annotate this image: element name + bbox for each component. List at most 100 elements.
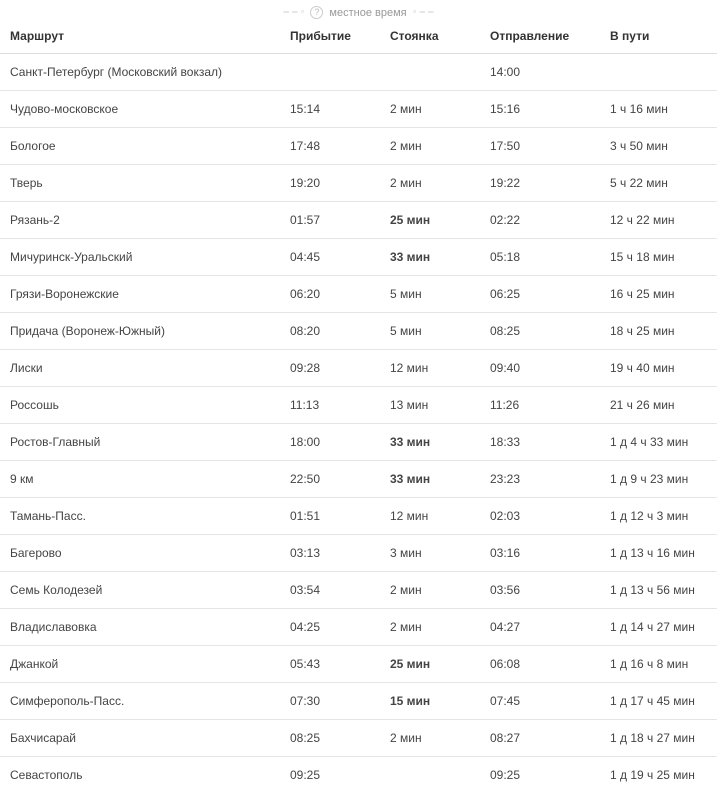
cell-journey: 3 ч 50 мин: [600, 128, 717, 165]
cell-stop: 25 мин: [380, 646, 480, 683]
cell-stop: 2 мин: [380, 91, 480, 128]
cell-arrival: 15:14: [280, 91, 380, 128]
table-row: Мичуринск-Уральский04:4533 мин05:1815 ч …: [0, 239, 717, 276]
cell-station: Санкт-Петербург (Московский вокзал): [0, 54, 280, 91]
header-journey: В пути: [600, 21, 717, 54]
cell-stop: 2 мин: [380, 609, 480, 646]
cell-departure: 15:16: [480, 91, 600, 128]
cell-journey: 1 д 9 ч 23 мин: [600, 461, 717, 498]
header-arrival: Прибытие: [280, 21, 380, 54]
header-stop: Стоянка: [380, 21, 480, 54]
cell-journey: 1 ч 16 мин: [600, 91, 717, 128]
table-row: Тамань-Пасс.01:5112 мин02:031 д 12 ч 3 м…: [0, 498, 717, 535]
cell-departure: 08:25: [480, 313, 600, 350]
cell-journey: 1 д 17 ч 45 мин: [600, 683, 717, 720]
cell-station: Рязань-2: [0, 202, 280, 239]
cell-station: Чудово-московское: [0, 91, 280, 128]
table-row: Тверь19:202 мин19:225 ч 22 мин: [0, 165, 717, 202]
cell-departure: 14:00: [480, 54, 600, 91]
cell-arrival: [280, 54, 380, 91]
cell-arrival: 08:20: [280, 313, 380, 350]
cell-station: Грязи-Воронежские: [0, 276, 280, 313]
header-route: Маршрут: [0, 21, 280, 54]
cell-stop: [380, 54, 480, 91]
cell-stop: 12 мин: [380, 498, 480, 535]
cell-departure: 06:08: [480, 646, 600, 683]
cell-stop: 2 мин: [380, 720, 480, 757]
table-row: Придача (Воронеж-Южный)08:205 мин08:2518…: [0, 313, 717, 350]
cell-station: Тверь: [0, 165, 280, 202]
cell-stop: 3 мин: [380, 535, 480, 572]
cell-station: Багерово: [0, 535, 280, 572]
cell-arrival: 07:30: [280, 683, 380, 720]
table-row: Симферополь-Пасс.07:3015 мин07:451 д 17 …: [0, 683, 717, 720]
cell-journey: [600, 54, 717, 91]
cell-journey: 1 д 13 ч 16 мин: [600, 535, 717, 572]
help-icon: ?: [310, 6, 323, 19]
cell-departure: 02:22: [480, 202, 600, 239]
cell-station: Владиславовка: [0, 609, 280, 646]
schedule-table: Маршрут Прибытие Стоянка Отправление В п…: [0, 21, 717, 793]
cell-journey: 1 д 13 ч 56 мин: [600, 572, 717, 609]
cell-journey: 1 д 14 ч 27 мин: [600, 609, 717, 646]
cell-journey: 19 ч 40 мин: [600, 350, 717, 387]
table-row: Лиски09:2812 мин09:4019 ч 40 мин: [0, 350, 717, 387]
cell-arrival: 19:20: [280, 165, 380, 202]
cell-arrival: 01:57: [280, 202, 380, 239]
cell-arrival: 17:48: [280, 128, 380, 165]
cell-stop: 2 мин: [380, 572, 480, 609]
cell-station: 9 км: [0, 461, 280, 498]
cell-station: Ростов-Главный: [0, 424, 280, 461]
cell-station: Россошь: [0, 387, 280, 424]
cell-arrival: 22:50: [280, 461, 380, 498]
table-row: Рязань-201:5725 мин02:2212 ч 22 мин: [0, 202, 717, 239]
cell-stop: 13 мин: [380, 387, 480, 424]
cell-stop: 15 мин: [380, 683, 480, 720]
decor-right: ◦ ⎯ ⎯: [413, 6, 434, 19]
cell-stop: 2 мин: [380, 128, 480, 165]
cell-departure: 03:16: [480, 535, 600, 572]
cell-departure: 23:23: [480, 461, 600, 498]
cell-station: Семь Колодезей: [0, 572, 280, 609]
cell-journey: 1 д 18 ч 27 мин: [600, 720, 717, 757]
cell-journey: 1 д 4 ч 33 мин: [600, 424, 717, 461]
table-row: Владиславовка04:252 мин04:271 д 14 ч 27 …: [0, 609, 717, 646]
cell-arrival: 11:13: [280, 387, 380, 424]
cell-station: Тамань-Пасс.: [0, 498, 280, 535]
cell-arrival: 01:51: [280, 498, 380, 535]
cell-departure: 07:45: [480, 683, 600, 720]
cell-station: Симферополь-Пасс.: [0, 683, 280, 720]
cell-arrival: 04:25: [280, 609, 380, 646]
cell-arrival: 03:13: [280, 535, 380, 572]
cell-departure: 09:25: [480, 757, 600, 793]
cell-departure: 17:50: [480, 128, 600, 165]
cell-stop: 25 мин: [380, 202, 480, 239]
cell-arrival: 09:25: [280, 757, 380, 793]
table-row: Санкт-Петербург (Московский вокзал) 14:00: [0, 54, 717, 91]
table-row: Чудово-московское15:142 мин15:161 ч 16 м…: [0, 91, 717, 128]
cell-station: Придача (Воронеж-Южный): [0, 313, 280, 350]
cell-departure: 03:56: [480, 572, 600, 609]
cell-stop: 5 мин: [380, 276, 480, 313]
table-row: 9 км22:5033 мин23:231 д 9 ч 23 мин: [0, 461, 717, 498]
table-row: Бахчисарай08:252 мин08:271 д 18 ч 27 мин: [0, 720, 717, 757]
cell-journey: 12 ч 22 мин: [600, 202, 717, 239]
cell-arrival: 04:45: [280, 239, 380, 276]
cell-station: Лиски: [0, 350, 280, 387]
cell-departure: 05:18: [480, 239, 600, 276]
cell-arrival: 03:54: [280, 572, 380, 609]
header-departure: Отправление: [480, 21, 600, 54]
table-row: Севастополь09:2509:251 д 19 ч 25 мин: [0, 757, 717, 793]
cell-arrival: 09:28: [280, 350, 380, 387]
cell-stop: 12 мин: [380, 350, 480, 387]
cell-stop: 5 мин: [380, 313, 480, 350]
cell-stop: 33 мин: [380, 461, 480, 498]
decor-left: ⎯ ⎯ ◦: [283, 6, 304, 19]
cell-station: Бахчисарай: [0, 720, 280, 757]
table-row: Бологое17:482 мин17:503 ч 50 мин: [0, 128, 717, 165]
table-row: Багерово03:133 мин03:161 д 13 ч 16 мин: [0, 535, 717, 572]
cell-journey: 1 д 16 ч 8 мин: [600, 646, 717, 683]
table-row: Грязи-Воронежские06:205 мин06:2516 ч 25 …: [0, 276, 717, 313]
cell-journey: 15 ч 18 мин: [600, 239, 717, 276]
cell-arrival: 08:25: [280, 720, 380, 757]
